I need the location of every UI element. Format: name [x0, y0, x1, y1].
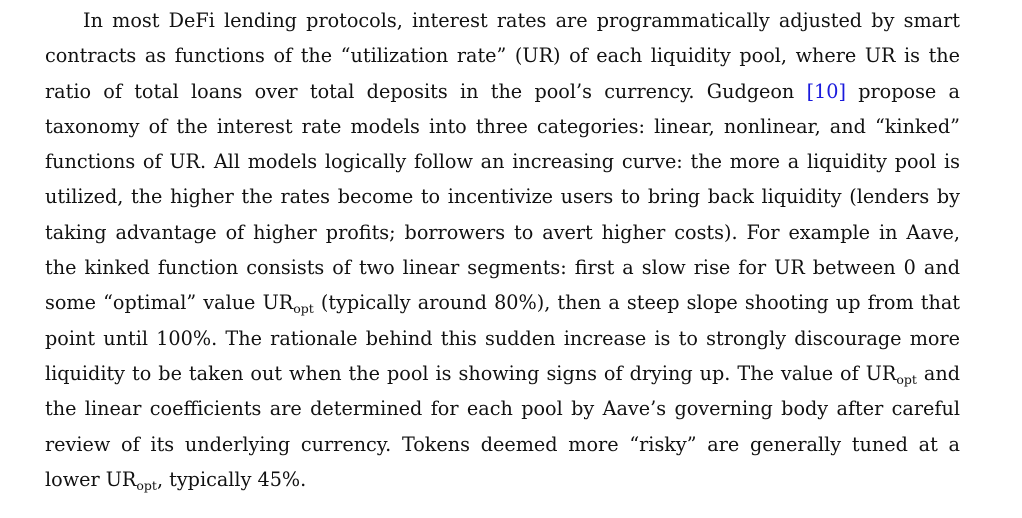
paragraph-text: In most DeFi lending protocols, interest… [45, 9, 960, 103]
paragraph-text: propose a taxonomy of the interest rate … [45, 79, 960, 315]
paragraph-text: , typically 45%. [156, 467, 307, 491]
opt-subscript: opt [896, 371, 917, 387]
opt-subscript: opt [293, 301, 314, 317]
opt-subscript: opt [136, 477, 157, 493]
body-paragraph: In most DeFi lending protocols, interest… [45, 3, 960, 497]
citation-link[interactable]: [10] [806, 79, 846, 103]
paragraph-text: (typically around 80%), then a steep slo… [45, 291, 960, 385]
ur-symbol: UR [865, 361, 897, 385]
ur-symbol: UR [262, 291, 294, 315]
paragraph-text: and the linear coefficients are determin… [45, 361, 960, 491]
ur-symbol: UR [105, 467, 137, 491]
